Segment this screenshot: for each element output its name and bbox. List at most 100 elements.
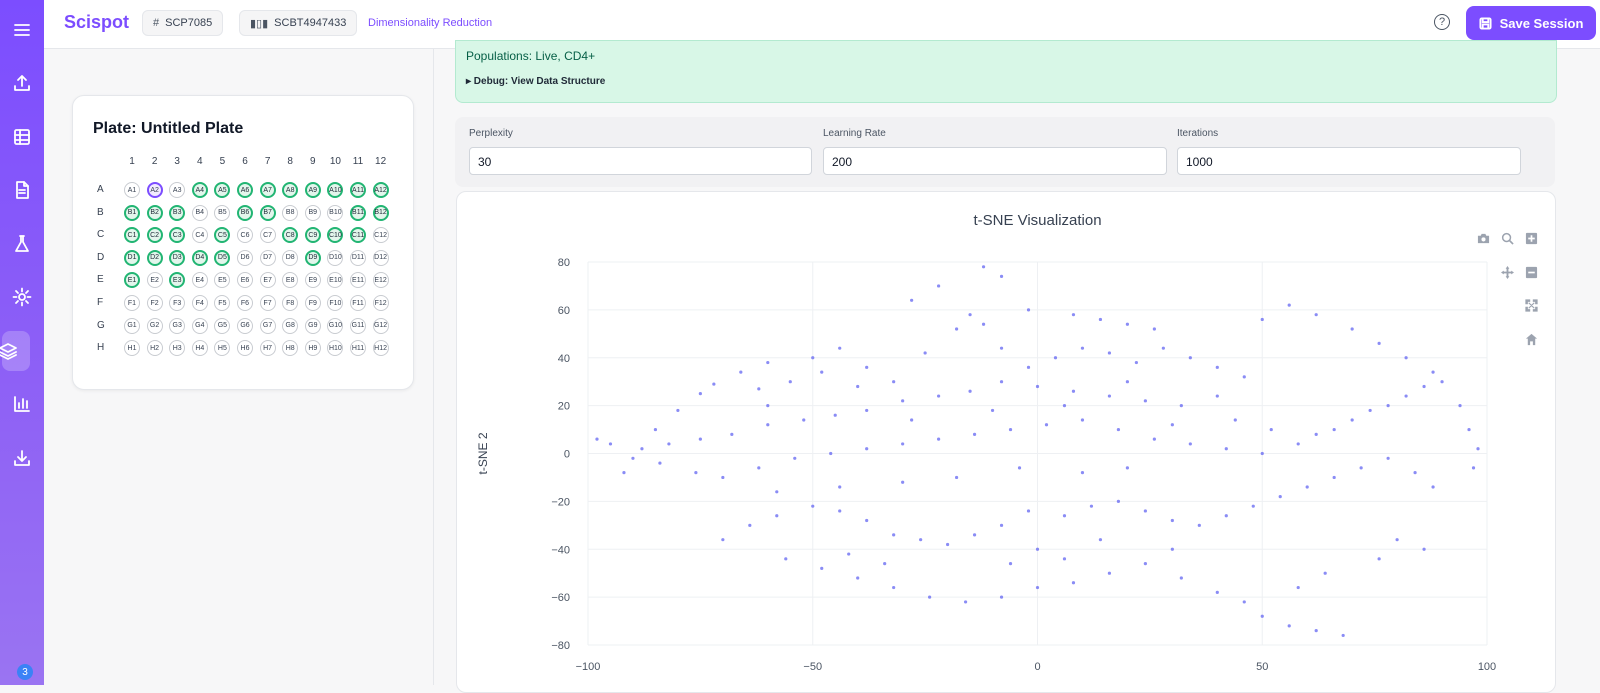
well-F12[interactable]: F12 <box>372 295 389 311</box>
well-G9[interactable]: G9 <box>304 317 321 334</box>
well-A7[interactable]: A7 <box>259 182 276 198</box>
well-A9[interactable]: A9 <box>304 182 321 198</box>
well-G12[interactable]: G12 <box>372 317 389 334</box>
well-F2[interactable]: F2 <box>146 295 163 311</box>
barcode-chip[interactable]: ▮▯▮ SCBT4947433 <box>239 10 358 36</box>
help-icon[interactable]: ? <box>1434 14 1450 30</box>
well-F1[interactable]: F1 <box>124 295 140 311</box>
plate-row-G[interactable]: G <box>97 319 105 331</box>
plate-col-10[interactable]: 10 <box>329 156 341 167</box>
well-C8[interactable]: C8 <box>282 227 299 244</box>
iterations-input[interactable]: 1000 <box>1177 147 1521 175</box>
well-D4[interactable]: D4 <box>191 249 208 266</box>
well-E12[interactable]: E12 <box>372 272 389 289</box>
flask-icon[interactable] <box>0 224 44 264</box>
well-H11[interactable]: H11 <box>350 340 366 357</box>
well-H9[interactable]: H9 <box>304 340 321 357</box>
well-C9[interactable]: C9 <box>304 227 321 244</box>
well-H10[interactable]: H10 <box>327 340 344 357</box>
tsne-chart[interactable]: t-SNE Visualization −100 −50 0 50 100 80 60 40 20… <box>457 192 1555 692</box>
learning-rate-input[interactable]: 200 <box>823 147 1167 175</box>
well-E10[interactable]: E10 <box>327 272 344 289</box>
well-B11[interactable]: B11 <box>350 204 366 221</box>
gear-icon[interactable] <box>0 277 44 317</box>
well-C4[interactable]: C4 <box>191 227 208 244</box>
well-A12[interactable]: A12 <box>372 182 389 198</box>
well-G8[interactable]: G8 <box>282 317 299 334</box>
well-C5[interactable]: C5 <box>214 227 231 244</box>
well-B9[interactable]: B9 <box>304 204 321 221</box>
pan-icon[interactable] <box>1501 266 1515 280</box>
well-H12[interactable]: H12 <box>372 340 389 357</box>
well-E11[interactable]: E11 <box>350 272 366 289</box>
table-icon[interactable] <box>0 117 44 157</box>
well-G4[interactable]: G4 <box>191 317 208 334</box>
upload-icon[interactable] <box>0 63 44 103</box>
document-icon[interactable] <box>0 170 44 210</box>
well-D12[interactable]: D12 <box>372 249 389 266</box>
well-B4[interactable]: B4 <box>191 204 208 221</box>
well-B7[interactable]: B7 <box>259 204 276 221</box>
well-D6[interactable]: D6 <box>237 249 253 266</box>
well-A3[interactable]: A3 <box>169 182 186 198</box>
well-A1[interactable]: A1 <box>124 182 140 198</box>
well-D2[interactable]: D2 <box>146 249 163 266</box>
well-E5[interactable]: E5 <box>214 272 231 289</box>
well-C6[interactable]: C6 <box>237 227 253 244</box>
plate-col-4[interactable]: 4 <box>197 156 203 167</box>
well-F11[interactable]: F11 <box>350 295 366 311</box>
breadcrumb[interactable]: Dimensionality Reduction <box>368 17 493 29</box>
well-B6[interactable]: B6 <box>237 204 253 221</box>
well-E1[interactable]: E1 <box>124 272 140 289</box>
well-D5[interactable]: D5 <box>214 249 231 266</box>
well-B5[interactable]: B5 <box>214 204 231 221</box>
well-H2[interactable]: H2 <box>146 340 163 357</box>
perplexity-input[interactable]: 30 <box>469 147 812 175</box>
well-C11[interactable]: C11 <box>350 227 366 244</box>
well-C3[interactable]: C3 <box>169 227 186 244</box>
well-F3[interactable]: F3 <box>169 295 186 311</box>
well-F9[interactable]: F9 <box>304 295 321 311</box>
menu-icon[interactable] <box>0 10 44 50</box>
well-B3[interactable]: B3 <box>169 204 186 221</box>
well-B10[interactable]: B10 <box>327 204 344 221</box>
well-D8[interactable]: D8 <box>282 249 299 266</box>
brand-logo[interactable]: Scispot <box>64 12 130 32</box>
plate-row-F[interactable]: F <box>97 297 104 308</box>
plate-row-D[interactable]: D <box>97 251 105 263</box>
well-C2[interactable]: C2 <box>146 227 163 244</box>
well-G6[interactable]: G6 <box>237 317 253 334</box>
plate-col-1[interactable]: 1 <box>129 156 135 167</box>
well-C12[interactable]: C12 <box>372 227 389 244</box>
well-H5[interactable]: H5 <box>214 340 231 357</box>
plate-col-8[interactable]: 8 <box>287 156 293 167</box>
well-E7[interactable]: E7 <box>259 272 276 289</box>
plate-row-B[interactable]: B <box>97 206 104 218</box>
well-H6[interactable]: H6 <box>237 340 253 357</box>
zoom-in-icon[interactable] <box>1525 232 1539 246</box>
well-H3[interactable]: H3 <box>169 340 186 357</box>
plate-col-12[interactable]: 12 <box>375 156 387 167</box>
autoscale-icon[interactable] <box>1525 299 1539 313</box>
well-E2[interactable]: E2 <box>146 272 163 289</box>
well-A4[interactable]: A4 <box>191 182 208 198</box>
home-icon[interactable] <box>1525 333 1539 347</box>
well-E4[interactable]: E4 <box>191 272 208 289</box>
well-G2[interactable]: G2 <box>146 317 163 334</box>
well-E3[interactable]: E3 <box>169 272 186 289</box>
layers-icon[interactable] <box>0 331 30 371</box>
well-F6[interactable]: F6 <box>237 295 253 311</box>
well-B2[interactable]: B2 <box>146 204 163 221</box>
well-B1[interactable]: B1 <box>124 204 140 221</box>
camera-icon[interactable] <box>1477 232 1491 246</box>
plate-col-7[interactable]: 7 <box>264 156 271 167</box>
well-B12[interactable]: B12 <box>372 204 389 221</box>
well-C10[interactable]: C10 <box>327 227 344 244</box>
plate-col-5[interactable]: 5 <box>219 156 226 167</box>
well-G1[interactable]: G1 <box>124 317 140 334</box>
well-F5[interactable]: F5 <box>214 295 231 311</box>
well-B8[interactable]: B8 <box>282 204 299 221</box>
plate-row-C[interactable]: C <box>97 229 105 241</box>
zoom-out-icon[interactable] <box>1525 266 1539 280</box>
well-F4[interactable]: F4 <box>191 295 208 311</box>
